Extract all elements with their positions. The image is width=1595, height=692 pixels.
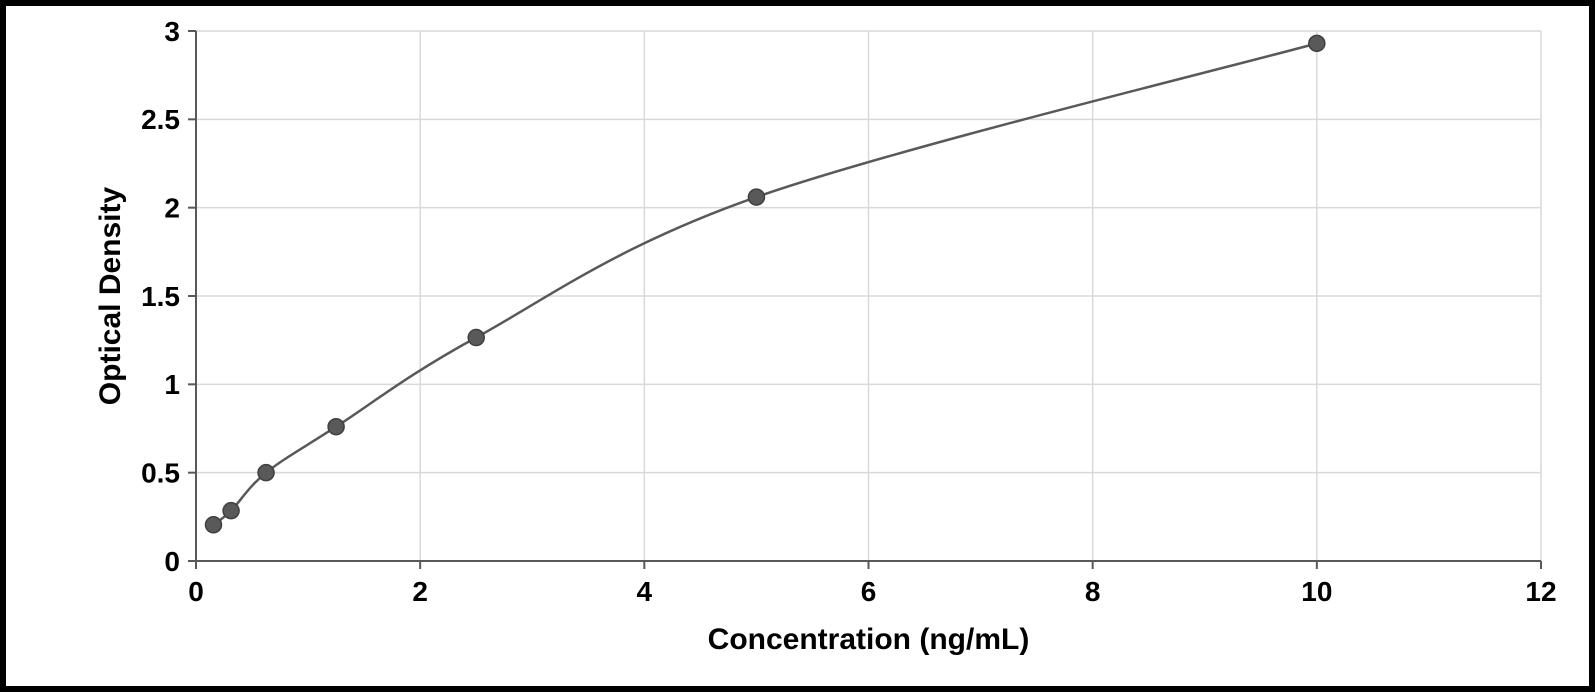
y-tick-label: 0	[164, 546, 180, 577]
data-point	[748, 189, 764, 205]
chart-svg: 0 2 4 6 8 10 12 0 0.5 1 1.5 2 2.5 3 Concentration (ng/…	[6, 6, 1589, 686]
x-tick-label: 2	[412, 576, 428, 607]
y-tick-label: 1.5	[141, 281, 180, 312]
x-tick-label: 8	[1085, 576, 1101, 607]
x-tick-label: 0	[188, 576, 204, 607]
y-tick-label: 3	[164, 16, 180, 47]
data-point	[1309, 35, 1325, 51]
x-tick-label: 4	[637, 576, 653, 607]
y-tick-label: 1	[164, 369, 180, 400]
y-tick-label: 2.5	[141, 104, 180, 135]
data-point	[258, 465, 274, 481]
x-tick-label: 10	[1301, 576, 1332, 607]
chart-frame: 0 2 4 6 8 10 12 0 0.5 1 1.5 2 2.5 3 Concentration (ng/…	[0, 0, 1595, 692]
data-point	[328, 419, 344, 435]
y-tick-label: 0.5	[141, 457, 180, 488]
data-point	[205, 517, 221, 533]
x-tick-label: 12	[1525, 576, 1556, 607]
y-axis-title: Optical Density	[94, 186, 127, 405]
data-point	[468, 330, 484, 346]
x-axis-title: Concentration (ng/mL)	[708, 623, 1030, 656]
data-point	[223, 503, 239, 519]
x-tick-label: 6	[861, 576, 877, 607]
y-tick-label: 2	[164, 192, 180, 223]
